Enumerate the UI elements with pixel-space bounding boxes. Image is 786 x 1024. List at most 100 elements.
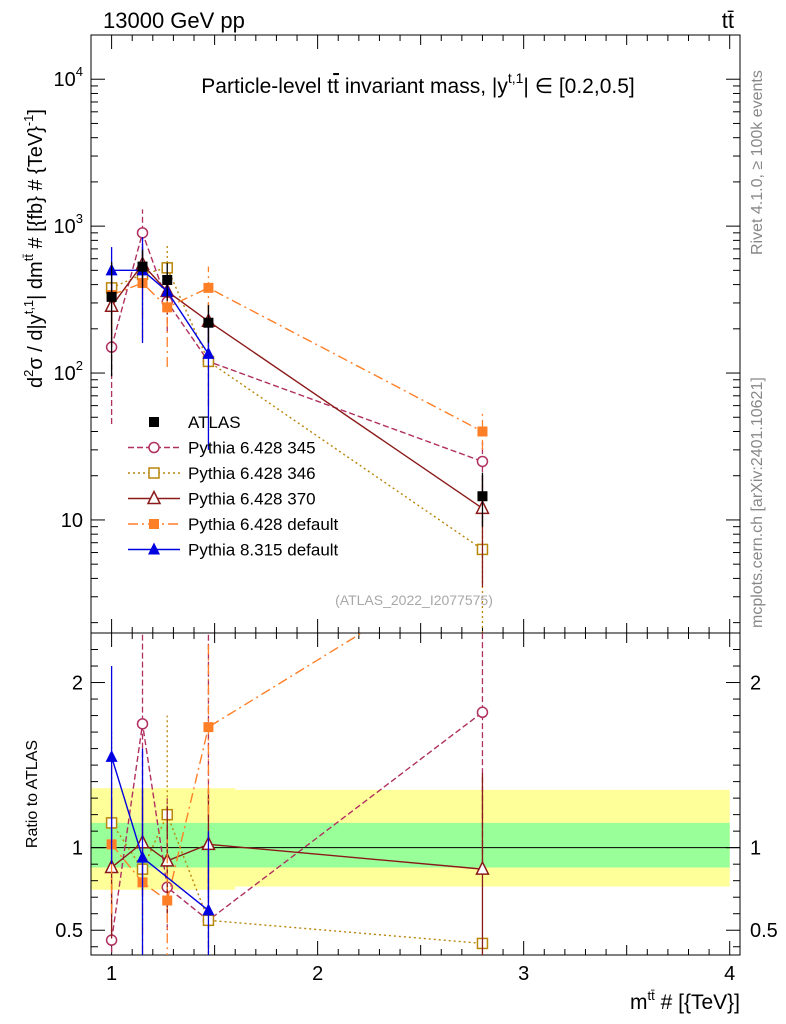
legend-label: ATLAS bbox=[188, 413, 241, 432]
series-line bbox=[111, 269, 210, 355]
data-point bbox=[136, 227, 149, 239]
ylabel-a: d bbox=[25, 377, 47, 388]
ylabel-c: | dm bbox=[25, 261, 47, 300]
data-point bbox=[137, 261, 148, 272]
xlabel-a: m bbox=[630, 991, 648, 1014]
xtick-label: 1 bbox=[106, 963, 117, 985]
legend-marker bbox=[148, 542, 160, 555]
ratio-panel: 0.5 0.5 1 1 2 2 1 2 3 4 Ratio to ATLAS mtt̄ # [{T… bbox=[24, 632, 778, 1014]
ratio-data-point bbox=[475, 860, 490, 875]
ylabel-d: # [{fb} # {TeV} bbox=[25, 126, 47, 254]
main-title: Particle-level tt invariant mass, |yt,1|… bbox=[201, 70, 634, 98]
ratio-frame bbox=[90, 632, 741, 956]
legend-marker bbox=[148, 441, 160, 454]
band-green bbox=[91, 822, 730, 868]
ylabel-c-sup: tt̄ bbox=[21, 254, 36, 262]
data-point bbox=[162, 274, 173, 285]
main-ytick-exp: 3 bbox=[76, 211, 83, 226]
ratio-series-pythia-6-428-default bbox=[106, 633, 363, 955]
data-point bbox=[202, 346, 215, 359]
ratio-ytick-label-right: 1 bbox=[750, 838, 761, 860]
ratio-series-pythia-8-315-default bbox=[105, 666, 215, 955]
main-title-sup: t,1 bbox=[508, 70, 524, 86]
data-point bbox=[203, 317, 214, 328]
legend: ATLAS Pythia 6.428 345 Pythia 6.428 346 Pyt… bbox=[128, 413, 339, 560]
main-title-mid: invariant mass, |y bbox=[339, 75, 508, 98]
legend-label: Pythia 6.428 345 bbox=[188, 439, 316, 458]
main-ytick-base: 10 bbox=[61, 510, 83, 532]
ratio-series-layer bbox=[104, 633, 490, 955]
data-point bbox=[106, 291, 117, 302]
main-title-prefix: Particle-level t bbox=[201, 75, 333, 98]
xlabel-a-sup: tt̄ bbox=[648, 988, 656, 1003]
main-ytick-label: 103 bbox=[54, 211, 83, 238]
ylabel-a-sup: 2 bbox=[21, 370, 36, 377]
main-title-suffix: | ∈ [0.2,0.5] bbox=[523, 75, 634, 98]
ratio-data-point bbox=[136, 850, 149, 863]
main-ytick-base: 10 bbox=[54, 363, 76, 385]
ratio-data-point bbox=[476, 706, 489, 719]
ratio-ytick-label: 1 bbox=[72, 838, 83, 860]
ratio-series-pythia-6-428-345 bbox=[105, 633, 489, 955]
legend-entry: ATLAS bbox=[149, 413, 241, 432]
legend-marker bbox=[149, 417, 159, 427]
main-ytick-base: 10 bbox=[54, 69, 76, 91]
legend-marker bbox=[149, 519, 159, 529]
ratio-data-point bbox=[105, 749, 118, 762]
legend-label: Pythia 8.315 default bbox=[188, 541, 339, 560]
legend-label: Pythia 6.428 370 bbox=[188, 490, 316, 509]
xtick-label: 3 bbox=[518, 963, 529, 985]
xlabel-b: # [{TeV}] bbox=[655, 991, 740, 1014]
data-point bbox=[477, 426, 488, 437]
ratio-ytick-label: 0.5 bbox=[55, 920, 83, 942]
legend-label: Pythia 6.428 346 bbox=[188, 464, 316, 483]
ylabel-b-sup: t,1 bbox=[21, 300, 36, 314]
ylabel-b: σ / d|y bbox=[25, 314, 47, 369]
data-point bbox=[477, 491, 488, 502]
mcplots-label: mcplots.cern.ch [arXiv:2401.10621] bbox=[749, 377, 766, 628]
main-ytick-base: 10 bbox=[54, 216, 76, 238]
legend-entry: Pythia 6.428 370 bbox=[128, 490, 316, 509]
legend-entry: Pythia 6.428 345 bbox=[128, 439, 316, 458]
rivet-version-label: Rivet 4.1.0, ≥ 100k events bbox=[749, 70, 766, 255]
ratio-data-point bbox=[202, 903, 215, 916]
legend-label: Pythia 6.428 default bbox=[188, 515, 339, 534]
x-axis-label: mtt̄ # [{TeV}] bbox=[630, 988, 740, 1014]
ratio-data-point bbox=[136, 718, 149, 730]
ylabel-e: ] bbox=[25, 109, 47, 115]
xtick-label: 2 bbox=[312, 963, 323, 985]
legend-marker bbox=[146, 489, 162, 505]
ylabel-d-sup: -1 bbox=[21, 115, 36, 127]
legend-entry: Pythia 8.315 default bbox=[128, 541, 339, 560]
ratio-ytick-label-right: 0.5 bbox=[750, 920, 778, 942]
main-ytick-exp: 2 bbox=[76, 358, 83, 373]
main-ytick-exp: 4 bbox=[76, 64, 83, 79]
header-process-label: tt̄ bbox=[722, 8, 734, 33]
main-ytick-label: 10 bbox=[61, 510, 83, 532]
main-ytick-label: 102 bbox=[54, 358, 83, 385]
ratio-ytick-label-right: 2 bbox=[750, 673, 761, 695]
legend-entry: Pythia 6.428 346 bbox=[128, 464, 316, 483]
watermark-label: (ATLAS_2022_I2077575) bbox=[335, 592, 493, 608]
ratio-series-line bbox=[111, 633, 363, 902]
main-title-tbar: t bbox=[333, 75, 339, 98]
main-y-axis-label: d2σ / d|yt,1| dmtt̄ # [{fb} # {TeV}-1] bbox=[21, 109, 47, 388]
legend-marker bbox=[148, 467, 160, 479]
series-atlas bbox=[106, 249, 488, 527]
ratio-uncertainty-bands bbox=[91, 788, 740, 890]
xtick-label: 4 bbox=[724, 963, 735, 985]
data-point bbox=[203, 282, 214, 293]
main-series-layer bbox=[104, 209, 490, 633]
ratio-data-point bbox=[162, 895, 173, 906]
legend-entry: Pythia 6.428 default bbox=[128, 515, 339, 534]
ratio-ytick-label: 2 bbox=[72, 673, 83, 695]
ratio-data-point bbox=[203, 722, 214, 733]
main-ytick-label: 104 bbox=[54, 64, 83, 91]
data-point bbox=[162, 302, 173, 313]
ratio-y-axis-label: Ratio to ATLAS bbox=[24, 740, 41, 848]
header-energy-label: 13000 GeV pp bbox=[103, 8, 245, 33]
data-point bbox=[476, 455, 489, 468]
